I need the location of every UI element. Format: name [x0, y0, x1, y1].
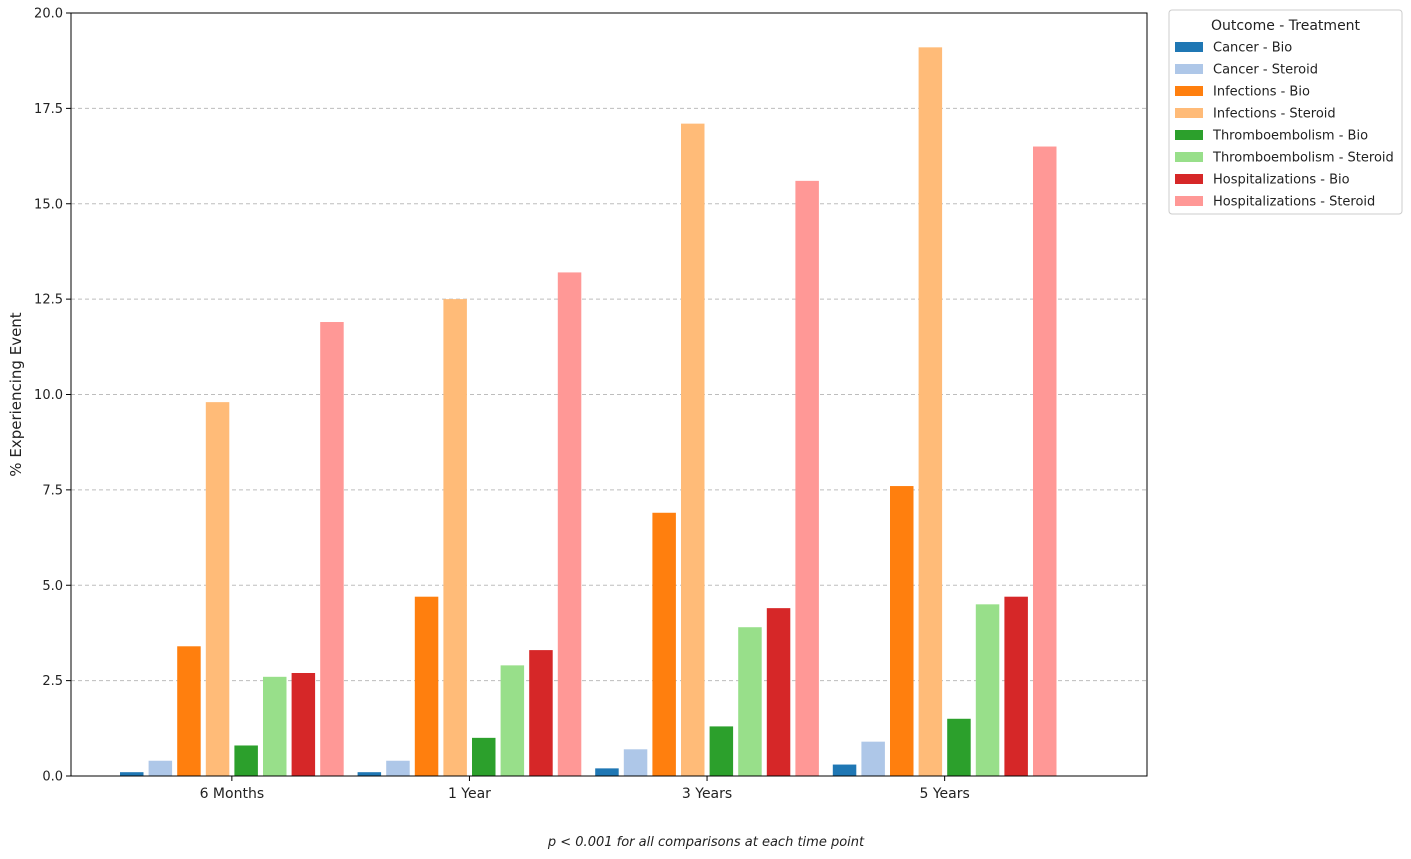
- bar-thromboembolism-steroid-1: [500, 665, 525, 776]
- gridlines: [71, 12, 1147, 682]
- legend-title: Outcome - Treatment: [1211, 18, 1361, 34]
- bar-cancer-steroid-2: [623, 749, 648, 776]
- bar-infections-steroid-1: [443, 299, 467, 776]
- footnote: p < 0.001 for all comparisons at each ti…: [547, 835, 865, 850]
- bar-infections-steroid-0: [205, 402, 230, 776]
- x-tick-label: 6 Months: [200, 786, 265, 802]
- legend: Outcome - Treatment Cancer - Bio Cancer -…: [1168, 9, 1403, 215]
- bar-hospitalizations-bio-2: [766, 608, 791, 776]
- legend-entry-label: Infections - Bio: [1213, 85, 1310, 100]
- y-tick-label: 10.0: [34, 388, 63, 403]
- bar-cancer-bio-1: [357, 772, 382, 776]
- legend-entry-label: Hospitalizations - Steroid: [1213, 195, 1375, 210]
- bar-infections-steroid-2: [681, 123, 705, 776]
- legend-box: [1168, 9, 1403, 215]
- bar-thromboembolism-bio-2: [709, 726, 734, 776]
- bar-infections-bio-1: [414, 596, 439, 776]
- bar-hospitalizations-steroid-2: [795, 180, 819, 777]
- y-tick-label: 17.5: [34, 102, 63, 117]
- legend-swatch: [1175, 86, 1203, 96]
- bar-thromboembolism-steroid-3: [975, 604, 1000, 776]
- bar-cancer-steroid-0: [148, 760, 173, 776]
- y-tick-label: 0.0: [42, 770, 63, 785]
- bar-hospitalizations-bio-1: [529, 650, 553, 776]
- y-tick-label: 5.0: [42, 579, 63, 594]
- bar-cancer-steroid-1: [386, 760, 410, 776]
- y-tick-label: 15.0: [34, 197, 63, 212]
- bar-hospitalizations-bio-3: [1004, 596, 1028, 776]
- bar-thromboembolism-bio-1: [472, 737, 496, 776]
- bar-infections-bio-0: [177, 646, 201, 776]
- bar-hospitalizations-steroid-1: [557, 272, 582, 776]
- y-axis-title: % Experiencing Event: [7, 312, 25, 476]
- legend-swatch: [1175, 130, 1203, 140]
- y-axis: 0.0 2.5 5.0 7.5 10.0 12.5 15.0 17.5 20.0: [34, 7, 71, 785]
- bar-cancer-bio-2: [595, 768, 619, 776]
- legend-swatch: [1175, 64, 1203, 74]
- legend-entry-label: Thromboembolism - Steroid: [1212, 151, 1394, 166]
- legend-entry-label: Cancer - Steroid: [1213, 63, 1318, 78]
- bar-hospitalizations-steroid-0: [320, 322, 344, 776]
- y-tick-label: 20.0: [34, 7, 63, 22]
- x-tick-label: 5 Years: [920, 786, 970, 802]
- bar-thromboembolism-steroid-0: [263, 676, 287, 776]
- bar-hospitalizations-steroid-3: [1033, 146, 1057, 776]
- bar-infections-bio-3: [890, 486, 914, 776]
- y-tick-label: 12.5: [34, 293, 63, 308]
- x-tick-label: 1 Year: [448, 786, 491, 802]
- bar-thromboembolism-bio-3: [947, 718, 971, 776]
- y-tick-label: 2.5: [42, 674, 63, 689]
- bars: [120, 47, 1057, 777]
- bar-cancer-bio-0: [120, 772, 144, 776]
- y-tick-label: 7.5: [42, 483, 63, 498]
- legend-entry-label: Thromboembolism - Bio: [1212, 129, 1368, 144]
- legend-swatch: [1175, 196, 1203, 206]
- legend-entry-label: Infections - Steroid: [1213, 107, 1336, 122]
- bar-hospitalizations-bio-0: [291, 672, 316, 776]
- legend-swatch: [1175, 108, 1203, 118]
- bar-cancer-steroid-3: [861, 741, 885, 776]
- bar-cancer-bio-3: [832, 764, 857, 776]
- legend-entry-label: Hospitalizations - Bio: [1213, 173, 1350, 188]
- legend-entry-label: Cancer - Bio: [1213, 41, 1292, 56]
- legend-swatch: [1175, 174, 1203, 184]
- x-axis: 6 Months 1 Year 3 Years 5 Years: [200, 776, 970, 802]
- x-tick-label: 3 Years: [682, 786, 732, 802]
- bar-thromboembolism-steroid-2: [738, 627, 762, 776]
- legend-swatch: [1175, 42, 1203, 52]
- legend-swatch: [1175, 152, 1203, 162]
- bar-infections-bio-2: [652, 512, 676, 776]
- bar-thromboembolism-bio-0: [234, 745, 258, 776]
- bar-infections-steroid-3: [918, 47, 943, 776]
